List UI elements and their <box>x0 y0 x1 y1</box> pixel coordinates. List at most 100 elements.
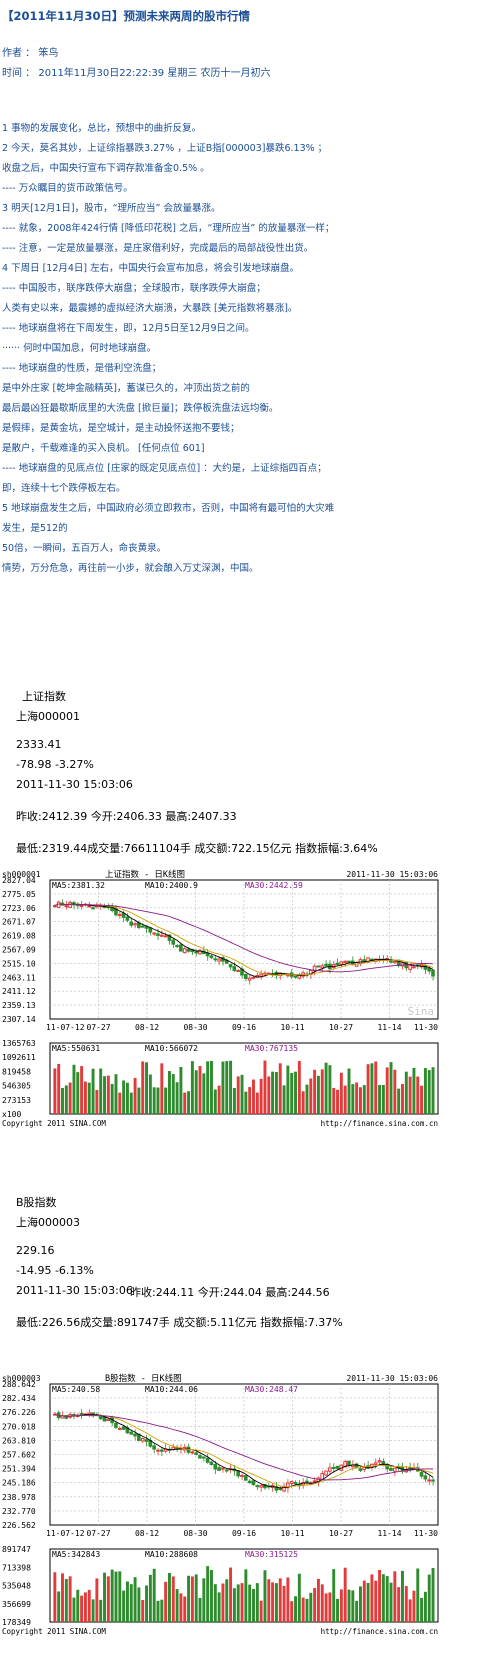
candle <box>53 905 57 908</box>
volume-bar <box>240 1583 244 1622</box>
candle <box>431 969 435 977</box>
volume-bar <box>122 1590 126 1622</box>
candle <box>297 1483 302 1486</box>
candle <box>144 926 149 929</box>
volume-bar <box>252 1588 255 1622</box>
x-tick-label: 10-11 <box>280 1023 304 1032</box>
y-tick-label: 2827.04 <box>2 876 36 885</box>
volume-bar <box>57 1591 61 1622</box>
candle <box>293 975 298 978</box>
candle <box>392 1467 397 1472</box>
y-tick-label: 2463.11 <box>2 973 36 982</box>
volume-bar <box>286 1577 290 1622</box>
volume-bar <box>274 1072 278 1114</box>
volume-bar <box>423 1591 427 1622</box>
volume-bar <box>381 1574 385 1622</box>
y-tick-label: 282.434 <box>2 1394 36 1403</box>
candle <box>293 1482 298 1485</box>
volume-bar <box>416 1568 420 1622</box>
volume-bar <box>282 1585 286 1622</box>
x-tick-label: 07-27 <box>86 1529 110 1538</box>
candle <box>194 1452 198 1455</box>
volume-bar <box>393 1069 397 1114</box>
y-tick-label: 232.770 <box>2 1507 36 1516</box>
volume-bar <box>232 1588 236 1622</box>
article-line: ---- 中国股市，联序跌停大崩盘；全球股市，联序跌停大崩盘； <box>2 283 266 294</box>
article-line: 4 下周日 [12月4日] 左右，中国央行会宣布加息，将会引发地球崩盘。 <box>2 263 300 274</box>
volume-bar <box>91 1068 95 1114</box>
candle <box>331 1466 336 1469</box>
chart-title: 上证指数 - 日K线图 <box>105 869 185 880</box>
article-line: ---- 就象，2008年424行情 [降低印花税] 之后，“理所应当” 的放量… <box>2 223 335 234</box>
article-line: 3 明天[12月1日]，股市，“理所应当” 会放量暴涨。 <box>2 203 221 214</box>
volume-bar <box>374 1061 378 1114</box>
ma-line <box>54 1413 434 1488</box>
index-name: B股指数 <box>16 1196 57 1209</box>
volume-bar <box>221 1583 225 1622</box>
ma10-label: MA10:244.06 <box>145 1385 198 1394</box>
kline-chart: sh000003 B股指数 - 日K线图 2011-11-30 15:03:06 28… <box>0 1372 440 1636</box>
x-tick-label: 10-27 <box>329 1529 353 1538</box>
volume-bar <box>110 1083 114 1114</box>
author-line: 作者 ： 笨鸟 <box>2 48 59 59</box>
chart-source-url: http://finance.sina.com.cn <box>321 1627 438 1636</box>
volume-bar <box>332 1569 336 1622</box>
kline-svg: sh000003 B股指数 - 日K线图 2011-11-30 15:03:06 28… <box>2 1373 439 1636</box>
volume-bar <box>347 1068 351 1114</box>
volume-bar <box>95 1089 99 1114</box>
y-tick-label: 238.978 <box>2 1493 36 1502</box>
volume-bar <box>221 1061 225 1114</box>
candle <box>148 927 153 933</box>
volume-bar <box>351 1590 355 1622</box>
volume-bar <box>187 1091 191 1114</box>
volume-bar <box>72 1064 76 1114</box>
candle <box>217 958 221 962</box>
y-tick-label: 2671.07 <box>2 918 36 927</box>
candle <box>209 1461 214 1466</box>
candle <box>339 961 344 965</box>
article-line: 50倍，一瞬间，五百万人，命丧黄泉。 <box>2 543 167 554</box>
volume-bar <box>427 1070 431 1114</box>
volume-bar <box>324 1062 328 1114</box>
candle <box>236 1470 240 1477</box>
y-tick-label: 2411.12 <box>2 987 36 996</box>
sina-watermark: Sina <box>408 1005 435 1018</box>
volume-bar <box>137 1087 141 1114</box>
volume-bar <box>183 1596 187 1622</box>
candle <box>117 1427 122 1430</box>
candle <box>320 1473 325 1480</box>
candle <box>328 1467 332 1472</box>
y-tick-label: 2515.10 <box>2 959 36 968</box>
volume-bar <box>309 1592 313 1622</box>
index-stats-1: 昨收:2412.39 今开:2406.33 最高:2407.33 <box>16 810 237 823</box>
volume-bar <box>137 1587 141 1622</box>
volume-bar <box>125 1082 129 1114</box>
candle <box>377 1460 382 1463</box>
volume-bar <box>99 1599 103 1622</box>
ma5-label: MA5:240.58 <box>52 1385 100 1394</box>
volume-bar <box>408 1076 412 1114</box>
candle <box>278 1487 283 1491</box>
volume-bar <box>336 1089 339 1114</box>
volume-bar <box>255 1092 259 1114</box>
volume-bar <box>183 1092 187 1114</box>
volume-bar <box>152 1568 156 1622</box>
candle <box>362 959 367 963</box>
article-line: ······ 何时中国加息，何时地球崩盘。 <box>2 343 157 354</box>
article-line: 1 事物的发展变化，总比，预想中的曲折反复。 <box>2 123 202 134</box>
candle <box>79 1412 84 1416</box>
x-tick-label: 11-30 <box>414 1023 438 1032</box>
volume-bar <box>145 1585 148 1622</box>
ma-line <box>54 1413 434 1481</box>
candle <box>121 1426 126 1430</box>
index-time: 2011-11-30 15:03:06 <box>16 778 133 791</box>
x-tick-label: 11-14 <box>377 1023 401 1032</box>
candle <box>140 1437 145 1442</box>
chart-copyright: Copyright 2011 SINA.COM <box>2 1119 106 1128</box>
volume-bar <box>148 1574 152 1622</box>
volume-tick-label: x100 <box>2 1110 21 1119</box>
volume-bar <box>339 1072 343 1114</box>
volume-bar <box>210 1570 213 1622</box>
volume-bar <box>278 1578 282 1622</box>
volume-bar <box>76 1589 80 1622</box>
